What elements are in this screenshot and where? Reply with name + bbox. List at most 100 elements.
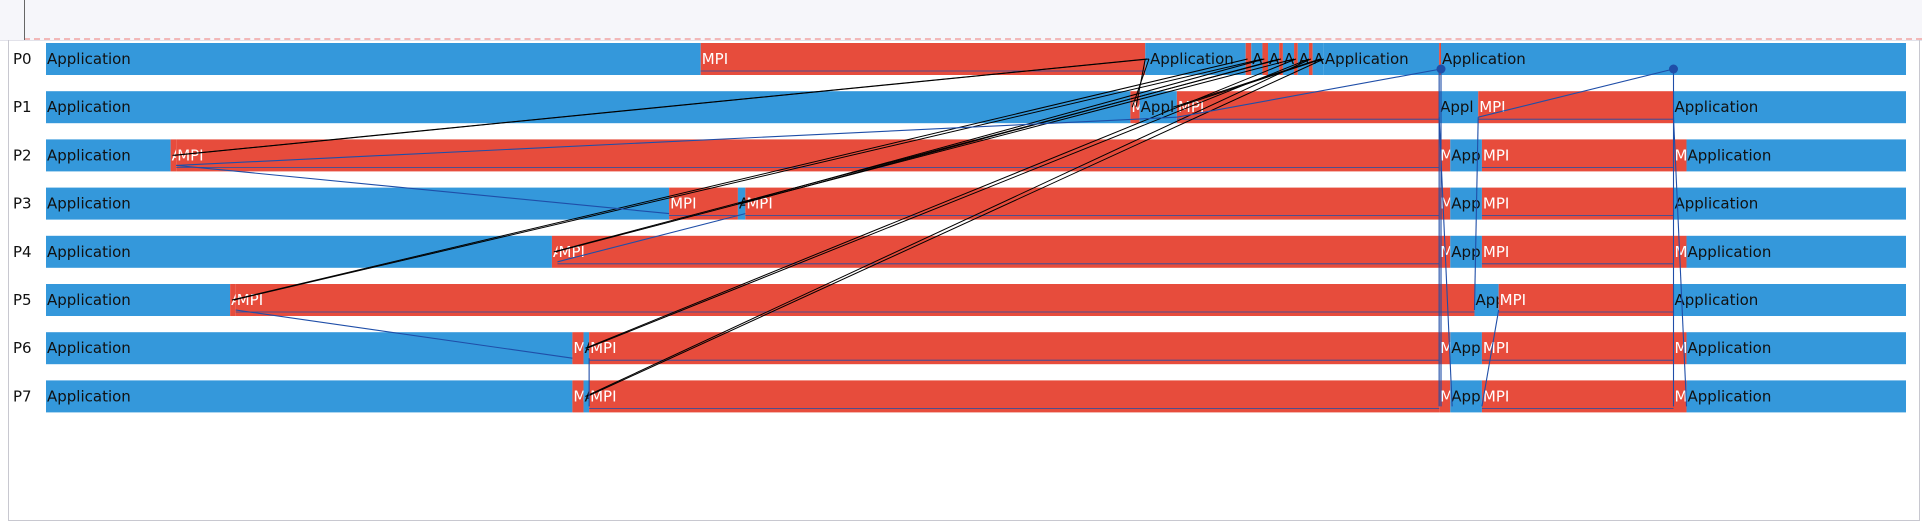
application-state-bar[interactable]: [46, 332, 573, 365]
time-ruler[interactable]: [0, 0, 1922, 41]
application-state-bar[interactable]: [1450, 235, 1482, 268]
application-state-bar[interactable]: [46, 91, 1131, 124]
mpi-state-bar[interactable]: [1673, 380, 1687, 413]
process-label[interactable]: P5: [13, 291, 32, 309]
state-label: App: [1451, 146, 1480, 164]
state-label: App: [1451, 387, 1480, 405]
mpi-state-bar[interactable]: [745, 187, 1440, 220]
p2p-message-line[interactable]: [553, 58, 1282, 253]
application-state-bar[interactable]: [1148, 43, 1246, 75]
state-label: MPI: [670, 195, 696, 213]
application-state-bar[interactable]: [1474, 284, 1499, 316]
process-label[interactable]: P1: [13, 98, 32, 116]
collective-line[interactable]: [1672, 117, 1688, 407]
application-state-bar[interactable]: [1450, 332, 1482, 365]
state-label: M: [1440, 339, 1453, 357]
state-label: M: [1675, 339, 1688, 357]
application-state-bar[interactable]: [46, 43, 701, 75]
mpi-state-bar[interactable]: [1262, 43, 1269, 75]
collective-line[interactable]: [1176, 68, 1442, 118]
mpi-state-bar[interactable]: [1481, 380, 1674, 413]
mpi-state-bar[interactable]: [1481, 332, 1674, 365]
process-label[interactable]: P3: [13, 195, 32, 213]
p2p-message-line[interactable]: [587, 58, 1310, 349]
mpi-state-bar[interactable]: [572, 380, 584, 413]
timeline-canvas[interactable]: P0ApplicationMPIApplicationAAAAAApplicat…: [9, 40, 1921, 521]
process-label[interactable]: P7: [13, 387, 32, 405]
collective-line[interactable]: [176, 116, 1177, 166]
p2p-message-line[interactable]: [587, 58, 1325, 397]
timeline-panel[interactable]: P0ApplicationMPIApplicationAAAAAApplicat…: [8, 40, 1920, 521]
mpi-state-bar[interactable]: [589, 332, 1440, 365]
mpi-state-bar[interactable]: [1478, 91, 1674, 124]
p2p-message-line[interactable]: [174, 58, 1150, 156]
application-state-bar[interactable]: [1251, 43, 1263, 75]
mpi-state-bar[interactable]: [1439, 332, 1451, 365]
mpi-state-bar[interactable]: [572, 332, 584, 365]
state-label: M: [1131, 98, 1144, 116]
application-state-bar[interactable]: [1323, 43, 1440, 75]
collective-line[interactable]: [176, 164, 670, 215]
mpi-state-bar[interactable]: [700, 43, 1146, 75]
collective-line[interactable]: [1438, 117, 1453, 407]
collective-line[interactable]: [1478, 68, 1674, 118]
application-state-bar[interactable]: [46, 139, 171, 172]
mpi-state-bar[interactable]: [1481, 187, 1674, 220]
collective-line[interactable]: [1473, 117, 1479, 311]
application-state-bar[interactable]: [1673, 91, 1907, 124]
mpi-state-bar[interactable]: [235, 284, 1475, 316]
mpi-state-bar[interactable]: [1481, 235, 1674, 268]
process-label[interactable]: P4: [13, 243, 32, 261]
application-state-bar[interactable]: [1439, 91, 1479, 124]
p2p-message-line[interactable]: [1135, 58, 1146, 108]
mpi-state-bar[interactable]: [557, 235, 1440, 268]
state-label: Application: [47, 291, 131, 309]
application-state-bar[interactable]: [1268, 43, 1280, 75]
mpi-state-bar[interactable]: [1439, 380, 1451, 413]
mpi-state-bar[interactable]: [1130, 91, 1140, 124]
mpi-state-bar[interactable]: [176, 139, 1440, 172]
mpi-state-bar[interactable]: [1176, 91, 1440, 124]
process-label[interactable]: P2: [13, 146, 32, 164]
p2p-message-line[interactable]: [1173, 58, 1321, 108]
mpi-state-bar[interactable]: [1439, 139, 1451, 172]
collective-line[interactable]: [557, 213, 746, 263]
state-label: Application: [47, 146, 131, 164]
application-state-bar[interactable]: [46, 187, 670, 220]
application-state-bar[interactable]: [1686, 139, 1906, 172]
mpi-state-bar[interactable]: [1245, 43, 1252, 75]
mpi-state-bar[interactable]: [669, 187, 738, 220]
application-state-bar[interactable]: [1673, 187, 1907, 220]
application-state-bar[interactable]: [1282, 43, 1295, 75]
mpi-state-bar[interactable]: [1439, 187, 1451, 220]
p2p-message-line[interactable]: [555, 58, 1295, 253]
mpi-state-bar[interactable]: [589, 380, 1440, 413]
process-label[interactable]: P0: [13, 50, 32, 68]
application-state-bar[interactable]: [1686, 380, 1906, 413]
application-state-bar[interactable]: [46, 235, 552, 268]
collective-line[interactable]: [235, 309, 573, 359]
mpi-state-bar[interactable]: [1498, 284, 1674, 316]
application-state-bar[interactable]: [1450, 139, 1482, 172]
application-state-bar[interactable]: [1312, 43, 1324, 75]
process-label[interactable]: P6: [13, 339, 32, 357]
mpi-state-bar[interactable]: [1439, 43, 1441, 75]
p2p-message-line[interactable]: [1176, 58, 1323, 108]
collective-root-marker[interactable]: [1669, 64, 1678, 74]
collective-line[interactable]: [1481, 309, 1500, 407]
application-state-bar[interactable]: [1686, 235, 1906, 268]
application-state-bar[interactable]: [1673, 284, 1907, 316]
ruler-cursor: [24, 0, 25, 40]
application-state-bar[interactable]: [1297, 43, 1309, 75]
application-state-bar[interactable]: [1686, 332, 1906, 365]
application-state-bar[interactable]: [46, 284, 231, 316]
p2p-message-line[interactable]: [231, 58, 1248, 301]
collective-root-marker[interactable]: [1436, 64, 1446, 74]
state-label: MPI: [1483, 195, 1509, 213]
application-state-bar[interactable]: [1450, 380, 1482, 413]
mpi-state-bar[interactable]: [1673, 139, 1687, 172]
mpi-state-bar[interactable]: [1481, 139, 1674, 172]
application-state-bar[interactable]: [46, 380, 573, 413]
p2p-message-line[interactable]: [233, 58, 1263, 301]
state-label: Application: [1675, 195, 1759, 213]
